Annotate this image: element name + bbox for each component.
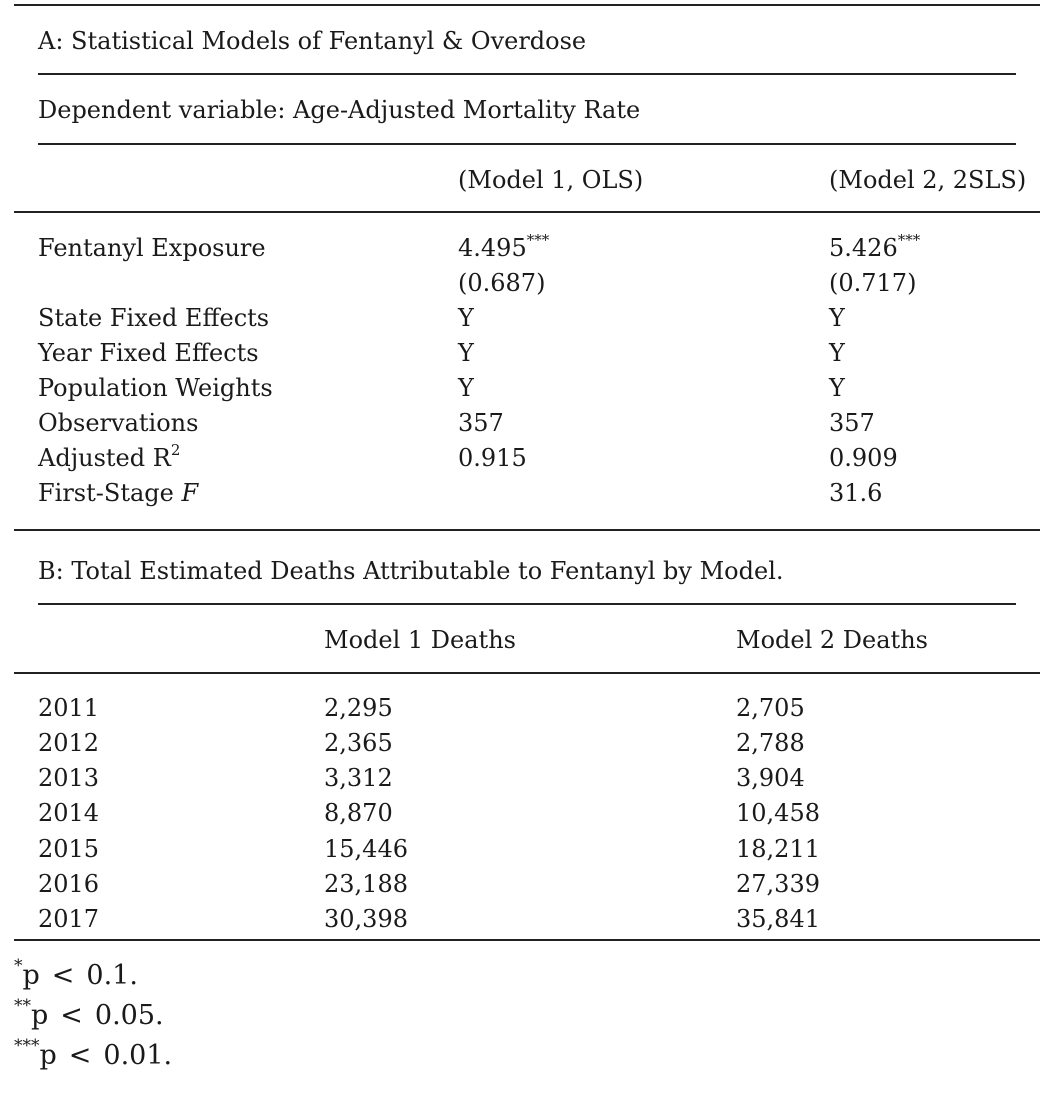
row-label-state-fixed-effects: State Fixed Effects [38, 304, 270, 332]
footnote-operator: < [60, 1000, 83, 1031]
model-1-deaths-cell: 2,365 [324, 729, 393, 757]
footnote-operator: < [68, 1040, 92, 1071]
significance-stars: *** [526, 231, 550, 249]
model-2-deaths-cell: 35,841 [736, 905, 820, 933]
model-2-deaths-cell: 2,705 [736, 694, 805, 722]
observations-model-2: 357 [829, 409, 875, 437]
footnote-stars: *** [14, 1036, 40, 1056]
fentanyl-se-model-2: (0.717) [829, 269, 917, 297]
dependent-variable-rule [38, 143, 1016, 145]
f-statistic-symbol: F [181, 479, 199, 507]
observations-model-1: 357 [458, 409, 504, 437]
model-1-deaths-cell: 3,312 [324, 764, 393, 792]
table-bottom-rule [14, 939, 1040, 941]
footnote-operator: < [51, 960, 75, 991]
pop-weights-model-2: Y [829, 374, 845, 402]
footnote-p: p [31, 1000, 49, 1031]
panel-b-title-rule [38, 603, 1016, 605]
footnote-value: 0.05. [94, 1000, 164, 1031]
first-stage-text: First-Stage [38, 479, 182, 507]
panel-b-title: B: Total Estimated Deaths Attributable t… [38, 557, 784, 585]
top-rule [14, 4, 1040, 6]
footnote-p-005: **p <0.05. [14, 998, 164, 1031]
footnote-p-001: ***p <0.01. [14, 1038, 173, 1071]
first-stage-model-2: 31.6 [829, 479, 883, 507]
row-label-year-fixed-effects: Year Fixed Effects [38, 339, 259, 367]
model-1-deaths-cell: 15,446 [324, 835, 408, 863]
adjusted-r2-model-1: 0.915 [458, 444, 527, 472]
model-1-deaths-cell: 30,398 [324, 905, 408, 933]
fentanyl-se-model-1: (0.687) [458, 269, 546, 297]
year-cell: 2012 [38, 729, 100, 757]
footnote-stars: ** [14, 996, 31, 1016]
column-header-model-1-deaths: Model 1 Deaths [324, 626, 516, 654]
panel-a-title-rule [38, 73, 1016, 75]
footnote-p-01: *p <0.1. [14, 958, 138, 991]
footnote-value: 0.1. [86, 960, 138, 991]
panel-a-bottom-rule [14, 529, 1040, 531]
fentanyl-coef-model-2: 5.426*** [829, 233, 920, 262]
dependent-variable-label: Dependent variable: Age-Adjusted Mortali… [38, 96, 641, 124]
model-2-deaths-cell: 18,211 [736, 835, 820, 863]
model-2-deaths-cell: 27,339 [736, 870, 820, 898]
state-fe-model-1: Y [458, 304, 474, 332]
row-label-observations: Observations [38, 409, 199, 437]
state-fe-model-2: Y [829, 304, 845, 332]
model-2-deaths-cell: 2,788 [736, 729, 805, 757]
year-cell: 2015 [38, 835, 100, 863]
year-cell: 2014 [38, 799, 100, 827]
column-header-model-1: (Model 1, OLS) [458, 166, 644, 194]
column-header-model-2: (Model 2, 2SLS) [829, 166, 1027, 194]
pop-weights-model-1: Y [458, 374, 474, 402]
coef-value: 5.426 [829, 234, 898, 262]
year-cell: 2017 [38, 905, 100, 933]
adjusted-r-text: Adjusted R [38, 444, 171, 472]
year-fe-model-2: Y [829, 339, 845, 367]
column-header-model-2-deaths: Model 2 Deaths [736, 626, 928, 654]
r-squared-superscript: 2 [170, 441, 181, 459]
year-cell: 2016 [38, 870, 100, 898]
model-1-deaths-cell: 2,295 [324, 694, 393, 722]
panel-b-header-rule [14, 672, 1040, 674]
coef-value: 4.495 [458, 234, 527, 262]
row-label-first-stage-f: First-Stage F [38, 481, 198, 505]
model-2-deaths-cell: 3,904 [736, 764, 805, 792]
year-fe-model-1: Y [458, 339, 474, 367]
footnote-value: 0.01. [103, 1040, 173, 1071]
year-cell: 2011 [38, 694, 100, 722]
model-1-deaths-cell: 8,870 [324, 799, 393, 827]
model-2-deaths-cell: 10,458 [736, 799, 820, 827]
panel-a-title: A: Statistical Models of Fentanyl & Over… [38, 27, 587, 55]
row-label-population-weights: Population Weights [38, 374, 273, 402]
model-1-deaths-cell: 23,188 [324, 870, 408, 898]
adjusted-r2-model-2: 0.909 [829, 444, 898, 472]
panel-a-header-rule [14, 211, 1040, 213]
row-label-fentanyl-exposure: Fentanyl Exposure [38, 234, 266, 262]
footnote-p: p [22, 960, 40, 991]
year-cell: 2013 [38, 764, 100, 792]
row-label-adjusted-r2: Adjusted R2 [38, 443, 180, 472]
significance-stars: *** [897, 231, 921, 249]
fentanyl-coef-model-1: 4.495*** [458, 233, 549, 262]
footnote-stars: * [14, 956, 23, 976]
footnote-p: p [39, 1040, 57, 1071]
